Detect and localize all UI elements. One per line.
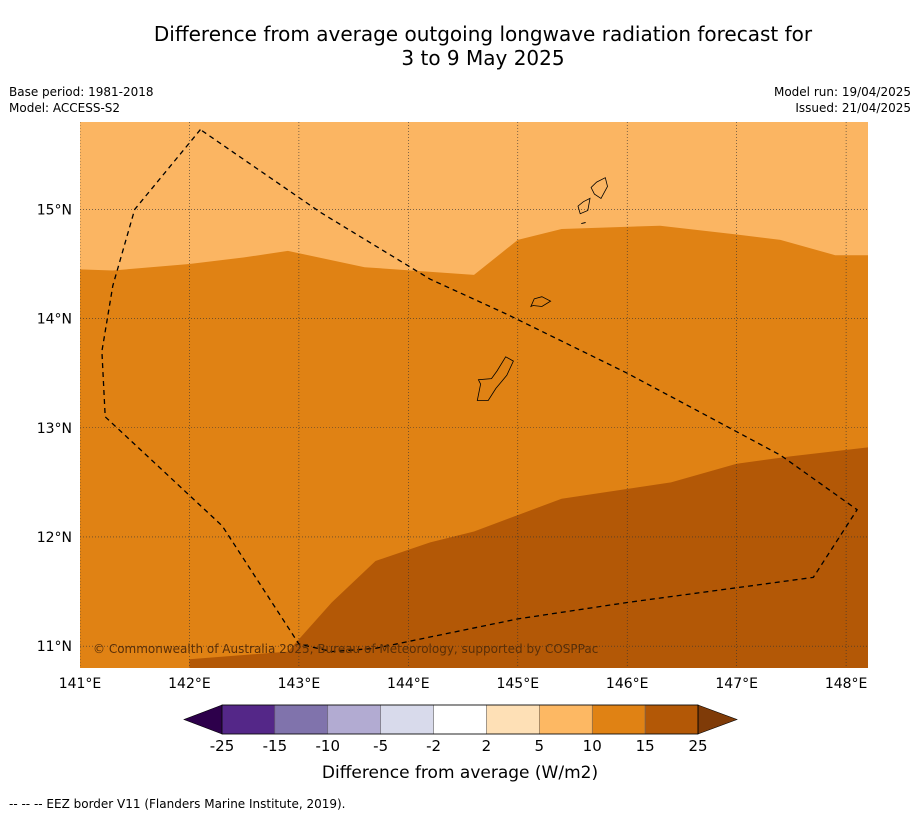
colorbar-segment: [327, 704, 381, 735]
issued-date: Issued: 21/04/2025: [795, 101, 911, 115]
colorbar-frame: [221, 704, 699, 735]
eez-footnote: -- -- -- EEZ border V11 (Flanders Marine…: [9, 797, 346, 811]
base-period: Base period: 1981-2018: [9, 85, 154, 99]
colorbar-extend-low: [183, 704, 223, 735]
island-outline: [577, 197, 591, 215]
map-axes: 141°E 142°E 143°E 144°E 145°E 146°E 147°E 148°E…: [37, 202, 868, 692]
colorbar-segment: [539, 704, 593, 735]
lat-tick-label: 12°N: [37, 530, 72, 546]
lon-tick-label: 141°E: [59, 676, 102, 692]
lon-tick-label: 143°E: [278, 676, 321, 692]
colorbar-tick-label: -10: [316, 737, 341, 755]
eez-border: [101, 129, 858, 653]
island-outline: [590, 177, 608, 199]
colorbar-segment: [274, 704, 329, 735]
colorbar-segment: [221, 704, 276, 735]
chart-title: Difference from average outgoing longwav…: [0, 22, 919, 70]
colorbar-title: Difference from average (W/m2): [322, 763, 598, 783]
map-plot-area: © Commonwealth of Australia 2025, Bureau…: [80, 122, 868, 668]
title-line-2: 3 to 9 May 2025: [401, 46, 565, 70]
meta-right: Model run: 19/04/2025 Issued: 21/04/2025: [774, 84, 911, 116]
lon-tick-label: 144°E: [387, 676, 430, 692]
colorbar-tick-label: 25: [688, 737, 707, 755]
title-line-1: Difference from average outgoing longwav…: [153, 22, 813, 46]
lon-tick-label: 142°E: [168, 676, 211, 692]
colorbar-tick-label: -25: [210, 737, 235, 755]
model-name: Model: ACCESS-S2: [9, 101, 121, 115]
lon-tick-label: 148°E: [825, 676, 868, 692]
colorbar-extend-high: [697, 704, 738, 735]
colorbar-segment: [591, 704, 646, 735]
colorbar-tick-label: 2: [482, 737, 492, 755]
model-run: Model run: 19/04/2025: [773, 85, 911, 99]
colorbar-segment: [486, 704, 540, 735]
colorbar-segment: [644, 704, 699, 735]
colorbar-tick-label: 5: [535, 737, 545, 755]
colorbar-segment: [433, 704, 487, 735]
lat-tick-label: 11°N: [37, 639, 72, 655]
lon-tick-label: 146°E: [606, 676, 649, 692]
colorbar-tick-label: -2: [426, 737, 441, 755]
colorbar-tick-label: -5: [373, 737, 388, 755]
island-outline: [476, 356, 514, 401]
copyright-notice: © Commonwealth of Australia 2025, Bureau…: [93, 642, 598, 656]
colorbar-tick-label: 10: [583, 737, 602, 755]
fill-15-to-25: [189, 447, 868, 668]
lon-tick-label: 145°E: [496, 676, 539, 692]
lon-tick-label: 147°E: [715, 676, 758, 692]
map-layers: © Commonwealth of Australia 2025, Bureau…: [80, 122, 868, 668]
island-outline: [581, 221, 586, 225]
lat-tick-label: 15°N: [37, 202, 72, 218]
colorbar-tick-label: 15: [636, 737, 655, 755]
colorbar-segment: [380, 704, 434, 735]
lat-tick-label: 13°N: [37, 421, 72, 437]
island-outline: [530, 296, 552, 308]
lat-tick-label: 14°N: [37, 312, 72, 328]
meta-left: Base period: 1981-2018 Model: ACCESS-S2: [9, 84, 154, 116]
colorbar-tick-label: -15: [263, 737, 288, 755]
